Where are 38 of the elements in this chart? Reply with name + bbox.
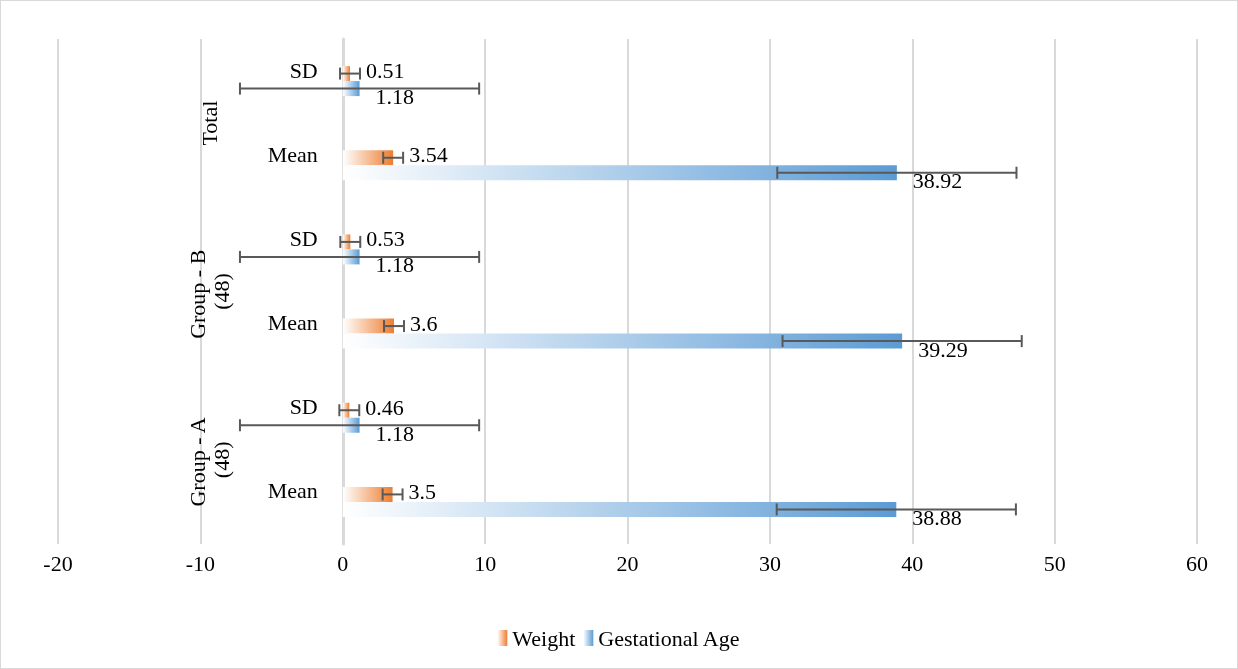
x-tick-label: -10 — [185, 550, 216, 576]
bar — [342, 165, 897, 181]
bar — [342, 150, 394, 166]
bar — [342, 318, 395, 334]
data-label: 39.29 — [918, 336, 968, 362]
x-tick-label: 20 — [616, 550, 639, 576]
bar — [342, 501, 897, 517]
x-tick-label: 50 — [1043, 550, 1066, 576]
data-label: 3.54 — [409, 142, 448, 168]
data-label: 1.18 — [375, 252, 415, 278]
data-label: 0.51 — [366, 58, 405, 84]
legend-label: Weight — [512, 625, 576, 651]
y-tick-label: SD — [289, 57, 318, 83]
y-tick-label: SD — [289, 225, 318, 251]
data-label: 0.53 — [366, 226, 405, 252]
data-label: 0.46 — [365, 394, 404, 420]
y-tick-label: Mean — [267, 478, 318, 504]
annotation: Group - A (48) — [185, 413, 235, 507]
x-tick-label: 30 — [758, 550, 781, 576]
x-tick-label: 0 — [337, 550, 349, 576]
data-label: 38.88 — [912, 504, 962, 530]
x-tick-label: -20 — [43, 550, 73, 576]
bar — [342, 486, 393, 502]
legend-label: Gestational Age — [598, 625, 740, 651]
y-tick-label: Mean — [267, 141, 318, 167]
bar — [342, 333, 903, 349]
data-label: 3.6 — [410, 310, 438, 336]
annotation: Group - B (48) — [185, 244, 235, 339]
data-label: 38.92 — [912, 168, 963, 194]
annotation: Total — [197, 100, 223, 146]
x-tick-label: 10 — [474, 550, 497, 576]
y-tick-label: Mean — [267, 310, 318, 336]
y-tick-label: SD — [289, 394, 318, 420]
x-tick-label: 40 — [901, 550, 924, 576]
data-label: 1.18 — [375, 84, 415, 110]
data-label: 3.5 — [408, 478, 437, 504]
x-tick-label: 60 — [1186, 550, 1208, 576]
data-label: 1.18 — [375, 420, 415, 446]
